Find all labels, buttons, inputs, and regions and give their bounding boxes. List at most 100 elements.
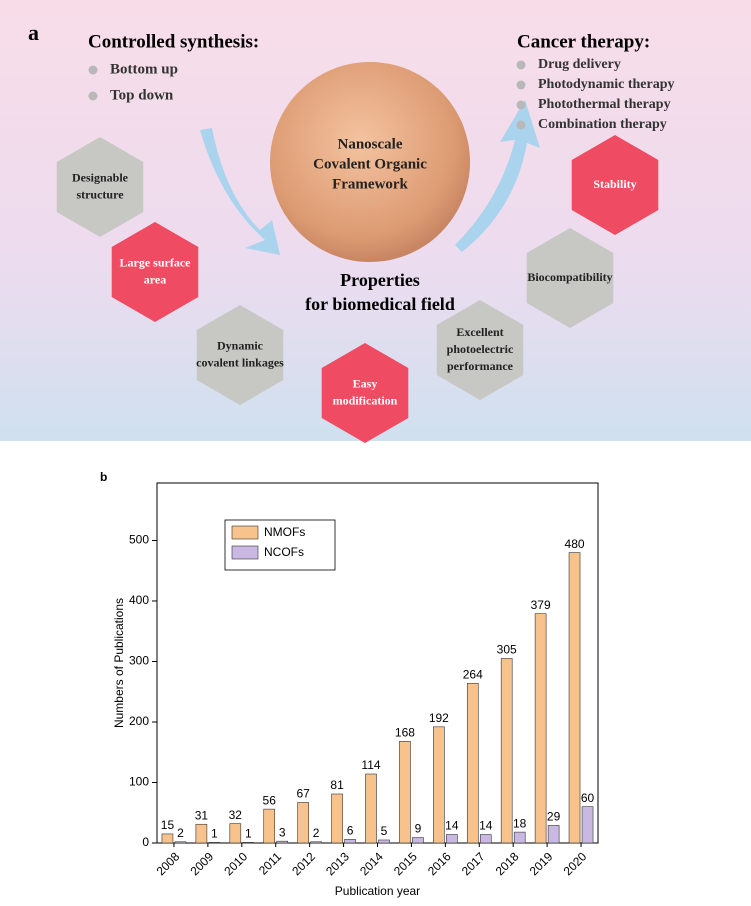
- value-label: 1: [211, 827, 218, 841]
- hexagon: [571, 135, 659, 235]
- list-item: Photodynamic therapy: [538, 77, 675, 92]
- value-label: 14: [445, 819, 459, 833]
- value-label: 2: [177, 826, 184, 840]
- bar: [174, 841, 187, 844]
- core-label: Covalent Organic: [313, 156, 427, 172]
- bar: [479, 834, 492, 844]
- y-axis-title: Numbers of Publications: [112, 598, 126, 728]
- bar: [513, 831, 526, 844]
- value-label: 60: [581, 791, 595, 805]
- bar: [242, 842, 255, 844]
- bar: [568, 552, 581, 844]
- hexagon: [436, 300, 524, 400]
- bar: [399, 741, 411, 844]
- hexagon: [526, 228, 614, 328]
- value-label: 67: [296, 787, 310, 801]
- hexagon-label: Excellent: [456, 325, 503, 339]
- hexagon-label: performance: [447, 359, 514, 373]
- hexagon-label: Designable: [72, 170, 129, 184]
- value-label: 6: [347, 824, 354, 838]
- bar: [161, 833, 174, 844]
- hexagon-label: Large surface: [120, 255, 192, 269]
- core-label: Framework: [332, 176, 408, 192]
- value-label: 9: [415, 822, 422, 836]
- bar: [433, 726, 445, 844]
- x-tick-label: 2013: [323, 849, 352, 878]
- bar: [581, 806, 594, 844]
- value-label: 32: [229, 808, 243, 822]
- value-label: 1: [245, 827, 252, 841]
- value-label: 15: [161, 818, 175, 832]
- bar: [195, 823, 208, 844]
- y-tick-label: 100: [129, 775, 149, 789]
- list-item: Bottom up: [110, 61, 178, 77]
- hexagon-label: Easy: [353, 376, 378, 390]
- hexagon-label: structure: [76, 187, 124, 201]
- value-label: 56: [263, 793, 277, 807]
- value-label: 114: [361, 758, 380, 772]
- plot-frame: [156, 482, 599, 844]
- x-tick-label: 2016: [425, 849, 454, 878]
- bar: [547, 825, 560, 844]
- x-axis-title: Publication year: [335, 884, 420, 898]
- x-tick-label: 2012: [289, 849, 318, 878]
- x-tick-label: 2018: [493, 849, 522, 878]
- bar: [344, 839, 356, 844]
- x-tick-label: 2015: [391, 849, 420, 878]
- bar: [263, 808, 276, 844]
- y-tick-label: 400: [129, 593, 149, 607]
- bar: [500, 658, 513, 844]
- panel-b: b 0 100 200 300 400 500 Numbers of Publications…: [100, 470, 599, 898]
- bar: [331, 793, 343, 844]
- list-item: Combination therapy: [538, 117, 667, 132]
- bar: [534, 613, 547, 844]
- bullet: [88, 65, 98, 75]
- value-label: 264: [463, 667, 483, 681]
- value-label: 305: [497, 643, 517, 657]
- hexagon: [56, 137, 144, 237]
- legend-swatch: [231, 545, 259, 560]
- x-tick-label: 2009: [187, 849, 216, 878]
- legend-swatch: [231, 525, 259, 540]
- y-tick-label: 200: [129, 714, 149, 728]
- arrow: [455, 100, 540, 252]
- y-tick-label: 500: [129, 533, 149, 547]
- core-label: Nanoscale: [338, 136, 403, 152]
- panel-label: a: [28, 20, 39, 45]
- x-tick-label: 2010: [221, 849, 250, 878]
- panel-a: a Controlled synthesis: Bottom up Top down…: [0, 0, 751, 443]
- hexagon-label: Stability: [593, 177, 636, 191]
- value-label: 2: [313, 826, 320, 840]
- hexagon-label: area: [144, 272, 166, 286]
- x-tick-label: 2014: [357, 849, 386, 878]
- bullet: [516, 60, 526, 70]
- list-item: Top down: [110, 87, 174, 103]
- value-label: 5: [381, 824, 388, 838]
- value-label: 3: [279, 825, 286, 839]
- value-label: 192: [429, 711, 449, 725]
- y-tick-label: 300: [129, 654, 149, 668]
- x-tick-label: 2008: [154, 849, 183, 878]
- hexagon: [196, 305, 284, 405]
- bar: [297, 802, 309, 844]
- list-item: Photothermal therapy: [538, 97, 671, 112]
- x-tick-label: 2019: [527, 849, 556, 878]
- value-label: 81: [330, 778, 344, 792]
- value-label: 480: [565, 537, 585, 551]
- bar: [310, 841, 322, 844]
- value-label: 18: [513, 816, 527, 830]
- bar: [208, 842, 221, 844]
- hexagon-label: modification: [333, 393, 398, 407]
- value-label: 14: [479, 819, 493, 833]
- hexagon-label: Biocompatibility: [527, 270, 612, 284]
- bar: [466, 682, 479, 844]
- nanoparticle: [270, 62, 470, 262]
- hexagon-label: Dynamic: [217, 338, 264, 352]
- value-label: 168: [395, 726, 415, 740]
- bullet: [516, 80, 526, 90]
- bullet: [516, 120, 526, 130]
- list-item: Drug delivery: [538, 57, 621, 72]
- x-tick-label: 2011: [256, 849, 284, 877]
- hexagon: [321, 343, 409, 443]
